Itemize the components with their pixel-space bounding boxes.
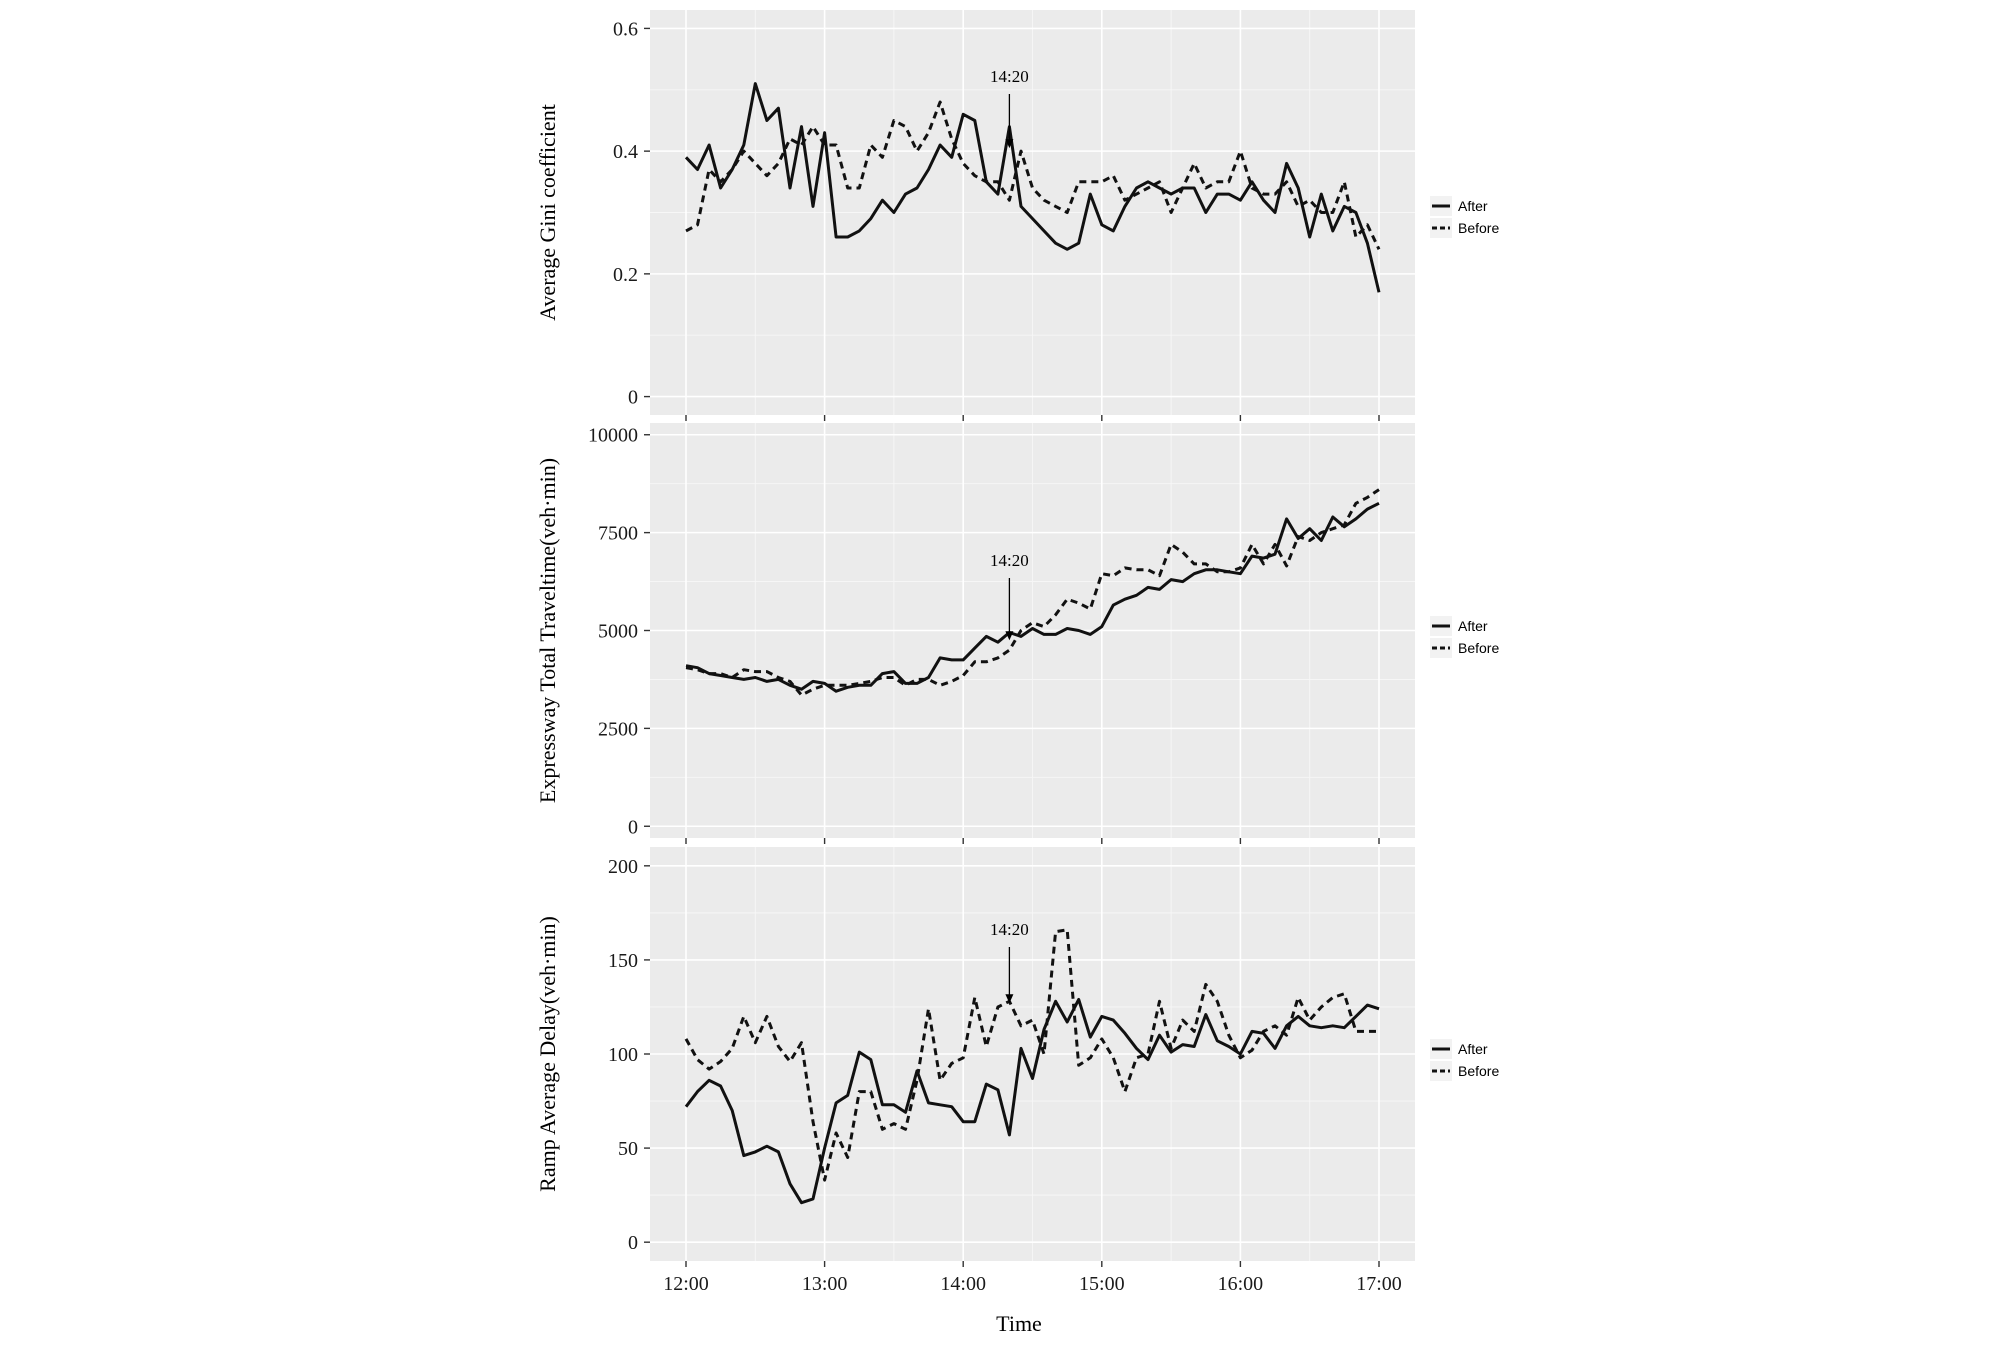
annotation-label: 14:20 [990,920,1029,939]
legend-label-before: Before [1458,1063,1499,1079]
legend: After Before [1430,1039,1499,1081]
annotation-arrow-head [1005,994,1014,1004]
y-axis-title: Average Gini coefficient [535,104,560,321]
series-line-before [684,928,1379,1182]
x-axis-ticks: 12:00 13:00 14:00 15:00 16:00 17:00 [663,1273,1402,1295]
annotation-arrow-head [1005,139,1014,149]
legend-label-after: After [1458,618,1488,634]
y-axis-title: Expressway Total Traveltime(veh·min) [535,458,560,803]
y-tick-label: 2500 [598,718,638,740]
panel-2: 0 2500 5000 7500 10000 Expressway Total Trave… [535,423,1499,844]
x-tick-label: 13:00 [802,1273,848,1295]
legend: After Before [1430,616,1499,658]
legend-label-after: After [1458,1041,1488,1057]
legend-label-after: After [1458,198,1488,214]
panel-3: 0 50 100 150 200 Ramp Average Delay(veh·min) 1… [535,847,1499,1267]
x-axis-title: Time [996,1311,1042,1336]
y-tick-label: 7500 [598,523,638,545]
y-tick-label: 0.4 [613,141,638,163]
annotation-label: 14:20 [990,551,1029,570]
chart-panels: 0 0.2 0.4 0.6 Average Gini coefficient 14:20 A… [535,10,1499,1267]
y-tick-label: 100 [608,1044,638,1066]
y-tick-label: 150 [608,950,638,972]
legend-label-before: Before [1458,220,1499,236]
annotation-label: 14:20 [990,67,1029,86]
x-tick-label: 16:00 [1218,1273,1264,1295]
x-tick-label: 12:00 [663,1273,709,1295]
x-tick-label: 15:00 [1079,1273,1125,1295]
x-tick-label: 14:00 [940,1273,986,1295]
x-axis: 12:00 13:00 14:00 15:00 16:00 17:00 Time [663,1273,1402,1336]
annotation-arrow-head [1005,631,1014,641]
y-axis-title: Ramp Average Delay(veh·min) [535,916,560,1192]
y-tick-label: 0 [628,816,638,838]
y-tick-label: 50 [618,1138,638,1160]
legend: After Before [1430,196,1499,238]
y-tick-label: 5000 [598,621,638,643]
series-line-before [685,488,1380,697]
y-tick-label: 0 [628,387,638,409]
y-tick-label: 0.2 [613,264,638,286]
y-tick-label: 0 [628,1232,638,1254]
y-tick-label: 200 [608,856,638,878]
legend-label-before: Before [1458,640,1499,656]
x-tick-label: 17:00 [1356,1273,1402,1295]
y-tick-label: 0.6 [613,18,638,40]
series-line-after [684,82,1381,293]
series-line-before [685,100,1381,250]
y-tick-label: 10000 [588,425,638,447]
series-line-after [685,501,1380,693]
panel-1: 0 0.2 0.4 0.6 Average Gini coefficient 14:20 A… [535,10,1499,421]
